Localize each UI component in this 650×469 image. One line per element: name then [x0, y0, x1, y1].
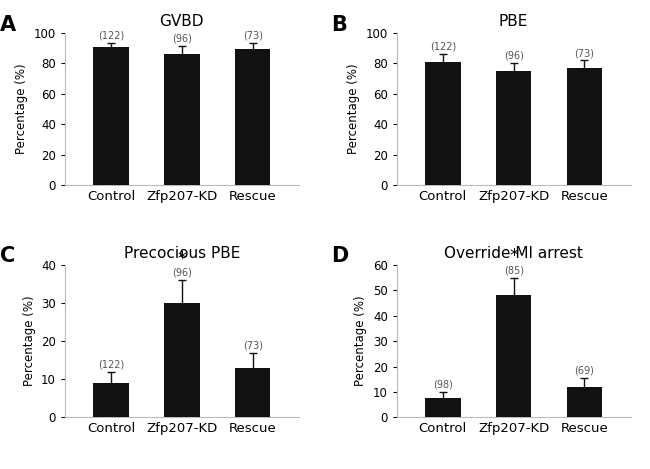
Text: (98): (98) — [433, 380, 453, 390]
Text: (122): (122) — [98, 359, 124, 370]
Text: (85): (85) — [504, 265, 524, 275]
Text: (122): (122) — [430, 42, 456, 52]
Text: (73): (73) — [242, 340, 263, 350]
Bar — [164, 54, 200, 185]
Bar — [496, 295, 531, 417]
Text: (73): (73) — [575, 48, 595, 58]
Bar — [94, 383, 129, 417]
Bar — [496, 71, 531, 185]
Text: B: B — [332, 15, 347, 35]
Text: (73): (73) — [242, 30, 263, 40]
Text: (96): (96) — [504, 50, 524, 61]
Title: Override MI arrest: Override MI arrest — [444, 246, 583, 261]
Bar — [235, 49, 270, 185]
Text: (69): (69) — [575, 366, 594, 376]
Text: D: D — [332, 247, 348, 266]
Bar — [425, 398, 461, 417]
Bar — [567, 68, 602, 185]
Title: GVBD: GVBD — [160, 14, 204, 29]
Y-axis label: Percentage (%): Percentage (%) — [347, 64, 360, 154]
Text: *: * — [509, 247, 518, 265]
Text: *: * — [177, 250, 187, 268]
Y-axis label: Percentage (%): Percentage (%) — [23, 296, 36, 386]
Y-axis label: Percentage (%): Percentage (%) — [15, 64, 28, 154]
Bar — [425, 62, 461, 185]
Title: Precocious PBE: Precocious PBE — [124, 246, 240, 261]
Text: (96): (96) — [172, 33, 192, 44]
Bar — [567, 387, 602, 417]
Text: C: C — [0, 247, 15, 266]
Bar — [164, 303, 200, 417]
Y-axis label: Percentage (%): Percentage (%) — [354, 296, 367, 386]
Title: PBE: PBE — [499, 14, 528, 29]
Text: A: A — [0, 15, 16, 35]
Text: (122): (122) — [98, 30, 124, 40]
Text: (96): (96) — [172, 268, 192, 278]
Bar — [94, 47, 129, 185]
Bar — [235, 368, 270, 417]
